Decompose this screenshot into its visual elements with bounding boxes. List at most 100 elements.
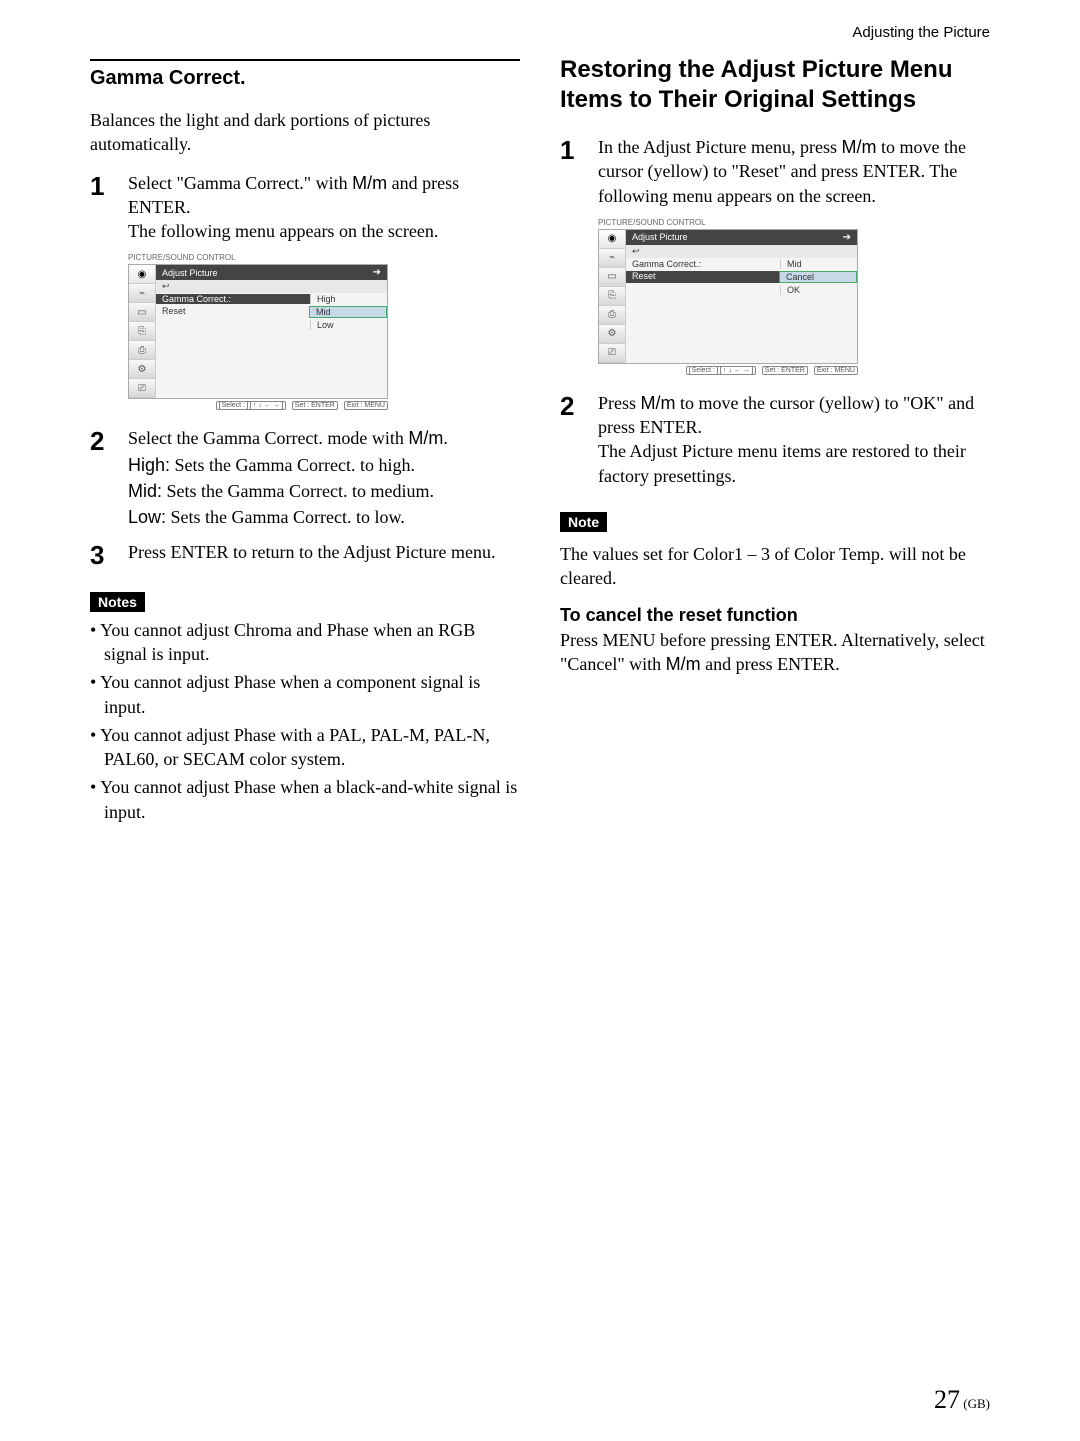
step-number: 2 <box>560 391 586 419</box>
left-column: Gamma Correct. Balances the light and da… <box>90 49 520 828</box>
osd-footer: Select : ↑ ↓ ← → Set : ENTER Exit : MENU <box>598 366 858 375</box>
osd-tab-strip: ◉ ⌁ ▭ ⎘ ⎙ ⚙ ⎚ <box>599 230 626 363</box>
note-text: The values set for Color1 – 3 of Color T… <box>560 542 990 591</box>
mode-high: High: Sets the Gamma Correct. to high. <box>128 453 520 477</box>
osd-cell <box>626 285 780 295</box>
cancel-heading: To cancel the reset function <box>560 605 990 626</box>
notes-list: You cannot adjust Chroma and Phase when … <box>90 618 520 824</box>
note-item: You cannot adjust Phase when a black-and… <box>90 775 520 824</box>
text-fragment: . <box>443 428 448 448</box>
osd-tab-strip: ◉ ⌁ ▭ ⎘ ⎙ ⚙ ⎚ <box>129 265 156 398</box>
page-number-value: 27 <box>934 1385 960 1414</box>
osd-tab-icon: ◉ <box>129 265 155 284</box>
mode-desc: Sets the Gamma Correct. to medium. <box>162 481 434 501</box>
osd-header-text: Adjust Picture <box>162 268 218 278</box>
page-number: 27 (GB) <box>934 1385 990 1415</box>
mode-key: Low: <box>128 507 166 527</box>
step-1: 1 Select "Gamma Correct." with M/m and p… <box>90 171 520 244</box>
osd-tab-icon: ⎘ <box>599 287 625 306</box>
text-fragment: The Adjust Picture menu items are restor… <box>598 441 966 485</box>
note-label: Note <box>560 512 607 532</box>
heading-gamma-correct: Gamma Correct. <box>90 67 520 90</box>
mode-low: Low: Sets the Gamma Correct. to low. <box>128 505 520 529</box>
osd-cell: Mid <box>780 259 857 269</box>
osd-row: OK <box>626 284 857 296</box>
osd-cell: Reset <box>156 306 309 318</box>
step-number: 1 <box>560 135 586 163</box>
osd-foot-exit: Exit : MENU <box>814 366 858 375</box>
osd-cell: OK <box>780 285 857 295</box>
page-number-suffix: (GB) <box>960 1396 990 1411</box>
osd-tab-icon: ⎚ <box>129 379 155 398</box>
text-fragment: Select the Gamma Correct. mode with <box>128 428 408 448</box>
osd-tab-icon: ▭ <box>599 268 625 287</box>
osd-spacer <box>626 296 857 342</box>
mode-mid: Mid: Sets the Gamma Correct. to medium. <box>128 479 520 503</box>
osd-back-row: ↩ <box>626 245 857 258</box>
osd-right-arrow-icon: ➔ <box>843 232 851 243</box>
osd-tab-icon: ⚙ <box>599 325 625 344</box>
osd-row-gamma: Gamma Correct.: High <box>156 293 387 305</box>
step-body: Select the Gamma Correct. mode with M/m.… <box>128 426 520 529</box>
osd-row-reset: Reset Mid <box>156 305 387 319</box>
section-rule <box>90 59 520 61</box>
osd-cell: Low <box>310 320 387 330</box>
cancel-text: Press MENU before pressing ENTER. Altern… <box>560 628 990 677</box>
osd-screenshot-gamma: PICTURE/SOUND CONTROL ◉ ⌁ ▭ ⎘ ⎙ ⚙ ⎚ Adju… <box>128 253 388 410</box>
key-combo: M/m <box>841 137 876 157</box>
osd-header: Adjust Picture ➔ <box>156 265 387 280</box>
mode-desc: Sets the Gamma Correct. to low. <box>166 507 405 527</box>
step-body: Select "Gamma Correct." with M/m and pre… <box>128 171 520 244</box>
mode-key: Mid: <box>128 481 162 501</box>
text-fragment: and press ENTER. <box>701 654 840 674</box>
osd-cell: Gamma Correct.: <box>156 294 310 304</box>
key-combo: M/m <box>352 173 387 193</box>
note-item: You cannot adjust Chroma and Phase when … <box>90 618 520 667</box>
two-column-layout: Gamma Correct. Balances the light and da… <box>90 49 990 828</box>
osd-row: Low <box>156 319 387 331</box>
osd-main: Adjust Picture ➔ ↩ Gamma Correct.: Mid R… <box>626 230 857 363</box>
text-fragment: Select "Gamma Correct." with <box>128 173 352 193</box>
osd-tab-icon: ◉ <box>599 230 625 249</box>
manual-page: Adjusting the Picture Gamma Correct. Bal… <box>0 0 1080 1441</box>
osd-header-text: Adjust Picture <box>632 232 688 242</box>
osd-foot-select: Select : ↑ ↓ ← → <box>216 401 286 410</box>
osd-back-row: ↩ <box>156 280 387 293</box>
step-number: 3 <box>90 540 116 568</box>
osd-cell <box>156 320 310 330</box>
note-item: You cannot adjust Phase with a PAL, PAL-… <box>90 723 520 772</box>
osd-main: Adjust Picture ➔ ↩ Gamma Correct.: High … <box>156 265 387 398</box>
notes-label: Notes <box>90 592 145 612</box>
osd-tab-icon: ⎙ <box>599 306 625 325</box>
osd-tab-icon: ⎘ <box>129 322 155 341</box>
osd-row-reset: Reset Cancel <box>626 270 857 284</box>
osd-spacer <box>156 331 387 377</box>
right-column: Restoring the Adjust Picture Menu Items … <box>560 49 990 828</box>
step-2: 2 Press M/m to move the cursor (yellow) … <box>560 391 990 488</box>
step-body: In the Adjust Picture menu, press M/m to… <box>598 135 990 208</box>
osd-cell: Cancel <box>779 271 857 283</box>
step-2: 2 Select the Gamma Correct. mode with M/… <box>90 426 520 529</box>
osd-foot-set: Set : ENTER <box>762 366 808 375</box>
osd-title: PICTURE/SOUND CONTROL <box>598 218 858 227</box>
osd-right-arrow-icon: ➔ <box>373 267 381 278</box>
osd-cell: Gamma Correct.: <box>626 259 780 269</box>
text-fragment: Press <box>598 393 641 413</box>
step-1: 1 In the Adjust Picture menu, press M/m … <box>560 135 990 208</box>
osd-body: ◉ ⌁ ▭ ⎘ ⎙ ⚙ ⎚ Adjust Picture ➔ ↩ <box>128 264 388 399</box>
key-combo: M/m <box>408 428 443 448</box>
step-number: 1 <box>90 171 116 199</box>
text-fragment: In the Adjust Picture menu, press <box>598 137 841 157</box>
osd-tab-icon: ⌁ <box>129 284 155 303</box>
osd-tab-icon: ⚙ <box>129 360 155 379</box>
osd-cell: Reset <box>626 271 779 283</box>
osd-title: PICTURE/SOUND CONTROL <box>128 253 388 262</box>
step-number: 2 <box>90 426 116 454</box>
step-3: 3 Press ENTER to return to the Adjust Pi… <box>90 540 520 568</box>
osd-screenshot-reset: PICTURE/SOUND CONTROL ◉ ⌁ ▭ ⎘ ⎙ ⚙ ⎚ Adju… <box>598 218 858 375</box>
mode-key: High: <box>128 455 170 475</box>
osd-cell: Mid <box>309 306 387 318</box>
key-combo: M/m <box>666 654 701 674</box>
osd-tab-icon: ⎚ <box>599 344 625 363</box>
mode-desc: Sets the Gamma Correct. to high. <box>170 455 415 475</box>
